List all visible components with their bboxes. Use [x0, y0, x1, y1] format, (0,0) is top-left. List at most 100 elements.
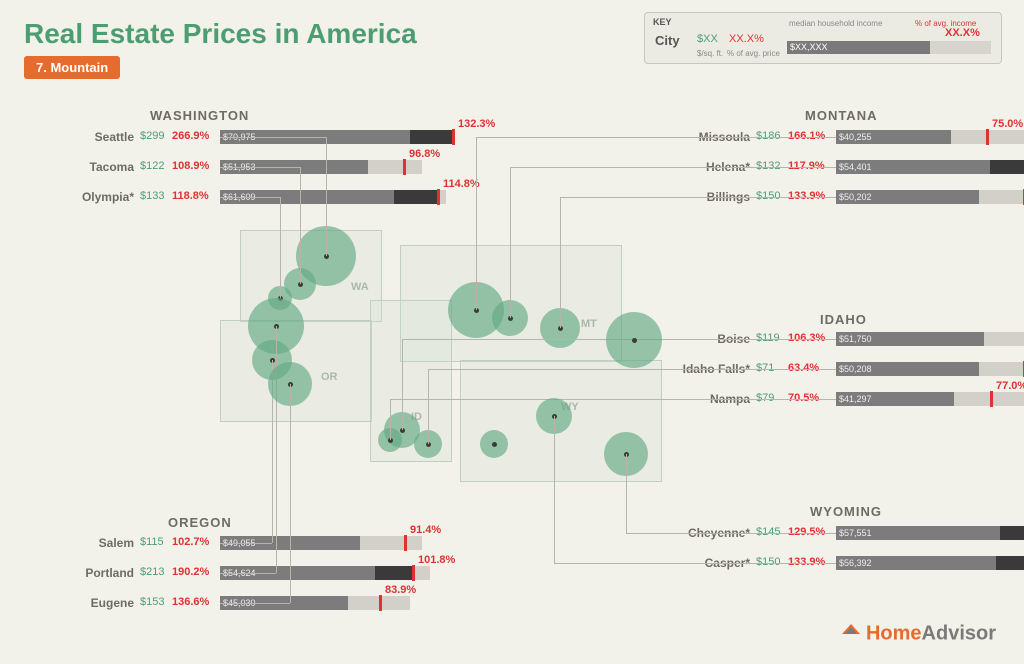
city-dot: [480, 430, 508, 458]
income-bar-marker: [452, 129, 455, 145]
legend-avgprice: XX.X%: [729, 33, 764, 45]
leader-line: [428, 369, 429, 444]
city-name: Tacoma: [90, 160, 134, 174]
state-heading: WASHINGTON: [150, 108, 249, 123]
price-per-sqft: $115: [140, 536, 164, 548]
pct-avg-income: 101.8%: [418, 554, 455, 566]
pct-avg-price: 102.7%: [172, 536, 209, 548]
city-row: Portland$213190.2%$54,624101.8%: [140, 564, 480, 584]
leader-line: [220, 603, 290, 604]
city-row: Casper*$150133.9%$56,392105.1%: [756, 554, 1024, 574]
state-heading: WYOMING: [810, 504, 882, 519]
brand-logo: HomeAdvisor: [840, 622, 996, 646]
income-bar-overshoot: [410, 130, 452, 144]
pct-avg-income: 114.8%: [443, 178, 480, 190]
leader-line: [220, 137, 326, 138]
city-row: Tacoma$122108.9%$51,95396.8%: [140, 158, 472, 178]
income-bar-overshoot: [996, 556, 1024, 570]
region-badge: 7. Mountain: [24, 56, 120, 79]
leader-line: [390, 399, 391, 440]
income-bar-overshoot: [394, 190, 437, 204]
city-dot: [606, 312, 662, 368]
leader-line: [220, 197, 280, 198]
income-bar: $40,25575.0%: [836, 130, 1024, 144]
city-row: Seattle$299266.9%$70,975132.3%: [140, 128, 505, 148]
leader-line: [476, 137, 477, 310]
income-bar: $50,20893.6%: [836, 362, 1024, 376]
city-row: Nampa$7970.5%$41,29777.0%: [756, 390, 1024, 410]
price-per-sqft: $150: [756, 190, 780, 202]
income-bar-marker: [986, 129, 989, 145]
leader-line: [510, 167, 836, 168]
pct-avg-price: 266.9%: [172, 130, 209, 142]
income-bar-fill: $54,401: [836, 160, 990, 174]
logo-roof-icon: [840, 622, 862, 646]
income-bar-marker: [379, 595, 382, 611]
income-bar-overshoot: [1000, 526, 1024, 540]
leader-line: [554, 563, 836, 564]
pct-avg-price: 166.1%: [788, 130, 825, 142]
leader-line: [626, 533, 836, 534]
legend-bar-fill: $XX,XXX: [787, 41, 930, 54]
income-bar-marker: [437, 189, 440, 205]
leader-line: [220, 167, 300, 168]
price-per-sqft: $119: [756, 332, 780, 344]
pct-avg-price: 118.8%: [172, 190, 209, 202]
logo-advisor: Advisor: [922, 622, 996, 644]
legend-sqft: $XX: [697, 33, 718, 45]
city-name: Salem: [99, 536, 134, 550]
leader-line: [290, 384, 291, 603]
leader-line: [402, 339, 403, 430]
leader-line: [280, 197, 281, 298]
income-bar: $54,401101.4%: [836, 160, 1024, 174]
state-heading: IDAHO: [820, 312, 867, 327]
price-per-sqft: $153: [140, 596, 164, 608]
income-bar-fill: $50,208: [836, 362, 979, 376]
city-name: Eugene: [91, 596, 134, 610]
leader-line: [554, 416, 555, 563]
income-bar-fill: $51,750: [836, 332, 984, 346]
pct-avg-price: 133.9%: [788, 556, 825, 568]
pct-avg-price: 63.4%: [788, 362, 819, 374]
price-per-sqft: $122: [140, 160, 164, 172]
map-state-label: MT: [581, 318, 597, 330]
price-per-sqft: $213: [140, 566, 164, 578]
page-title: Real Estate Prices in America: [24, 18, 417, 50]
income-bar-fill: $50,202: [836, 190, 979, 204]
leader-line: [220, 543, 272, 544]
pct-avg-price: 190.2%: [172, 566, 209, 578]
income-bar: $50,20293.6%: [836, 190, 1024, 204]
income-bar-marker: [404, 535, 407, 551]
income-bar: $57,551107.3%: [836, 526, 1024, 540]
pct-avg-income: 132.3%: [458, 118, 495, 130]
legend-avgprice-label: % of avg. price: [727, 49, 780, 58]
pct-avg-income: 91.4%: [410, 524, 441, 536]
leader-line: [510, 167, 511, 318]
leader-line: [476, 137, 836, 138]
pct-avg-price: 106.3%: [788, 332, 825, 344]
price-per-sqft: $133: [140, 190, 164, 202]
income-bar-overshoot: [375, 566, 412, 580]
pct-avg-price: 70.5%: [788, 392, 819, 404]
pct-avg-income: 75.0%: [992, 118, 1023, 130]
income-bar-fill: $40,255: [836, 130, 951, 144]
pct-avg-price: 136.6%: [172, 596, 209, 608]
leader-line: [626, 454, 627, 533]
city-row: Salem$115102.7%$49,05591.4%: [140, 534, 472, 554]
city-row: Idaho Falls*$7163.4%$50,20893.6%: [756, 360, 1024, 380]
price-per-sqft: $299: [140, 130, 164, 142]
state-heading: OREGON: [168, 515, 232, 530]
price-per-sqft: $186: [756, 130, 780, 142]
leader-line: [428, 369, 836, 370]
income-bar-fill: $41,297: [836, 392, 954, 406]
income-bar-overshoot: [990, 160, 1024, 174]
city-row: Cheyenne*$145129.5%$57,551107.3%: [756, 524, 1024, 544]
income-bar-fill: $57,551: [836, 526, 1000, 540]
city-row: Boise$119106.3%$51,75096.4%: [756, 330, 1024, 350]
income-bar: $56,392105.1%: [836, 556, 1024, 570]
income-bar: $51,75096.4%: [836, 332, 1024, 346]
price-per-sqft: $71: [756, 362, 774, 374]
city-row: Eugene$153136.6%$45,03083.9%: [140, 594, 460, 614]
leader-line: [326, 137, 327, 256]
leader-line: [560, 197, 561, 328]
